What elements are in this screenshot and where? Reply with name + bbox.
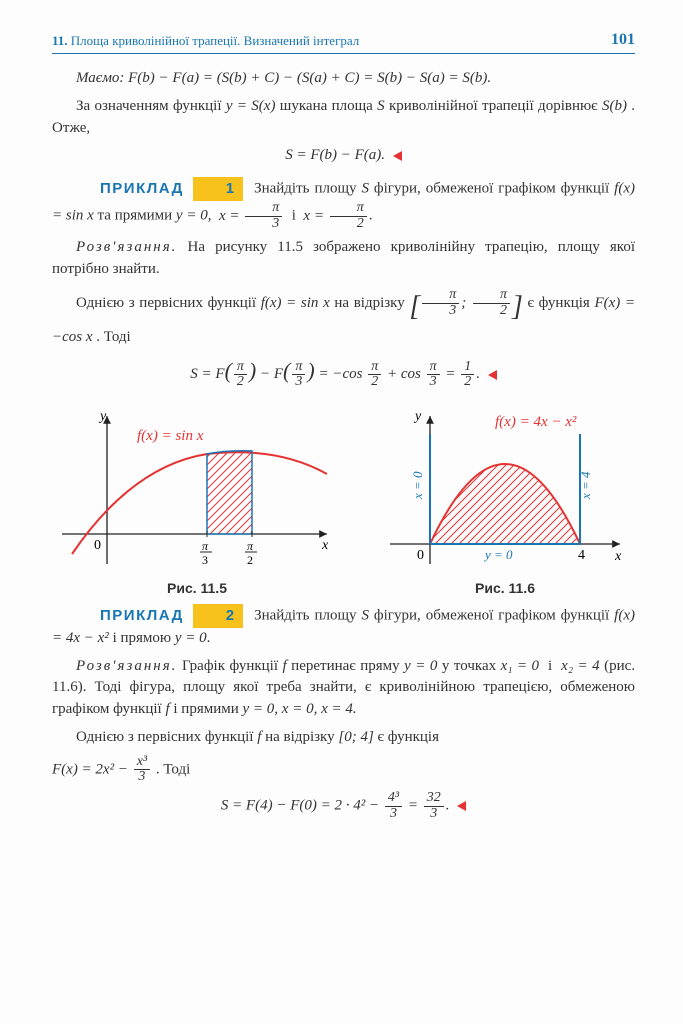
svg-text:3: 3 bbox=[202, 553, 208, 567]
ex2-s1b: перетинає пряму bbox=[291, 658, 404, 674]
figure-11-6: y x 0 4 f(x) = 4x − x² x = 0 x = 4 y = 0… bbox=[375, 404, 635, 598]
fig-116-svg: y x 0 4 f(x) = 4x − x² x = 0 x = 4 y = 0 bbox=[375, 404, 635, 574]
ex2-s1e: і прямими bbox=[173, 701, 242, 717]
x2-4: x₂ = 4 bbox=[561, 658, 599, 674]
ex1-solution-2: Однією з первісних функції f(x) = sin x … bbox=[52, 287, 635, 349]
S-var-2: S bbox=[361, 181, 369, 197]
ex2-s1c: у точках bbox=[442, 658, 501, 674]
ex1-xa: x = π3 bbox=[219, 208, 284, 224]
svg-text:2: 2 bbox=[247, 553, 253, 567]
Sb: S(b) bbox=[602, 98, 627, 114]
f-var-3: f bbox=[257, 729, 261, 745]
svg-text:4: 4 bbox=[578, 548, 585, 563]
example-2-number: 2 bbox=[193, 604, 243, 628]
figures-row: y x 0 π 3 π 2 f(x) = sin x Рис. 11.5 bbox=[52, 404, 635, 598]
p2b: шукана площа bbox=[280, 98, 377, 114]
example-1-label: ПРИКЛАД bbox=[76, 178, 184, 200]
example-2: ПРИКЛАД 2 Знайдіть площу S фігури, обмеж… bbox=[52, 604, 635, 650]
example-1-number: 1 bbox=[193, 177, 243, 201]
ex2-s2a: Однією з первісних функції bbox=[76, 729, 257, 745]
ex1-func-rep: f(x) = sin x bbox=[261, 295, 330, 311]
ex1-and: і bbox=[292, 208, 296, 224]
solving-label-2: Розв'язання. bbox=[76, 658, 177, 674]
ex2-result: S = F(4) − F(0) = 2 · 4² − 4³3 = 323. bbox=[52, 791, 635, 821]
fig-115-svg: y x 0 π 3 π 2 f(x) = sin x bbox=[52, 404, 342, 574]
fig-116-caption: Рис. 11.6 bbox=[375, 578, 635, 598]
end-marker-icon bbox=[393, 151, 402, 161]
x1-0: x₁ = 0 bbox=[501, 658, 539, 674]
y-eq-sx: y = S(x) bbox=[226, 98, 276, 114]
ex2-t2: фігури, обмеженої графіком функції bbox=[374, 608, 614, 624]
svg-text:0: 0 bbox=[94, 538, 101, 553]
ex2-s2c: є функція bbox=[378, 729, 439, 745]
lines-list: y = 0, x = 0, x = 4. bbox=[243, 701, 357, 717]
svg-text:π: π bbox=[202, 539, 209, 553]
para-2: За означенням функції y = S(x) шукана пл… bbox=[52, 96, 635, 140]
svg-text:y = 0: y = 0 bbox=[483, 547, 513, 562]
formula-1: S = F(b) − F(a). bbox=[52, 145, 635, 167]
ex1-solution-1: Розв'язання. На рисунку 11.5 зображено к… bbox=[52, 237, 635, 281]
ex1-s2a: Однією з первісних функції bbox=[76, 295, 261, 311]
formula-1-text: S = F(b) − F(a). bbox=[285, 147, 385, 163]
figure-11-5: y x 0 π 3 π 2 f(x) = sin x Рис. 11.5 bbox=[52, 404, 342, 598]
svg-text:x = 0: x = 0 bbox=[410, 471, 425, 500]
para-1-text: Маємо: F(b) − F(a) = (S(b) + C) − (S(a) … bbox=[76, 70, 491, 86]
ex2-t1: Знайдіть площу bbox=[254, 608, 361, 624]
section-name: Площа криволінійної трапеції. Визначений… bbox=[71, 33, 359, 48]
ex1-t2: фігури, обмеженої графіком функції bbox=[374, 181, 614, 197]
ex1-s2c: є функція bbox=[528, 295, 595, 311]
svg-text:0: 0 bbox=[417, 548, 424, 563]
ex2-s2b: на відрізку bbox=[265, 729, 338, 745]
ex1-y0: y = 0 bbox=[176, 208, 208, 224]
fig-115-caption: Рис. 11.5 bbox=[52, 578, 342, 598]
ex2-solution-2: Однією з первісних функції f на відрізку… bbox=[52, 727, 635, 749]
end-marker-icon-2 bbox=[488, 370, 497, 380]
p2a: За означенням функції bbox=[76, 98, 226, 114]
solving-label: Розв'язання. bbox=[76, 239, 177, 255]
svg-text:π: π bbox=[247, 539, 254, 553]
ex2-y0-rep: y = 0 bbox=[404, 658, 437, 674]
svg-text:y: y bbox=[413, 409, 422, 424]
ex1-s2d: . Тоді bbox=[96, 329, 130, 345]
svg-text:f(x) = 4x − x²: f(x) = 4x − x² bbox=[495, 414, 577, 430]
p2c: криволінійної трапеції дорівнює bbox=[389, 98, 602, 114]
ex1-t3: та прямими bbox=[98, 208, 176, 224]
ex2-then: . Тоді bbox=[156, 761, 190, 777]
ex1-s2b: на відрізку bbox=[334, 295, 409, 311]
S-var-3: S bbox=[361, 608, 369, 624]
page-header: 11. Площа криволінійної трапеції. Визнач… bbox=[52, 28, 635, 54]
S-var: S bbox=[377, 98, 385, 114]
section-number: 11. bbox=[52, 33, 68, 48]
svg-text:x = 4: x = 4 bbox=[578, 471, 593, 500]
example-1: ПРИКЛАД 1 Знайдіть площу S фігури, обмеж… bbox=[52, 177, 635, 231]
interval-04: [0; 4] bbox=[338, 729, 373, 745]
ex2-t3: і прямою bbox=[113, 630, 175, 646]
f-var: f bbox=[283, 658, 287, 674]
f-var-2: f bbox=[165, 701, 169, 717]
ex1-xb: x = π2 bbox=[303, 208, 368, 224]
section-title: 11. Площа криволінійної трапеції. Визнач… bbox=[52, 32, 359, 51]
para-1: Маємо: F(b) − F(a) = (S(b) + C) − (S(a) … bbox=[52, 68, 635, 90]
ex1-result: S = F(π2) − F(π3) = −cos π2 + cos π3 = 1… bbox=[52, 355, 635, 390]
example-2-label: ПРИКЛАД bbox=[76, 605, 184, 627]
svg-text:x: x bbox=[321, 538, 329, 553]
ex2-y0: y = 0 bbox=[175, 630, 207, 646]
end-marker-icon-3 bbox=[457, 801, 466, 811]
svg-text:y: y bbox=[98, 409, 107, 424]
page-number: 101 bbox=[611, 28, 635, 51]
ex2-Fx: F(x) = 2x² − x³3 . Тоді bbox=[52, 755, 635, 785]
ex2-solution-1: Розв'язання. Графік функції f перетинає … bbox=[52, 656, 635, 721]
svg-text:x: x bbox=[614, 549, 622, 564]
interval-pi: [π3; π2] bbox=[409, 295, 527, 311]
ex2-s1a: Графік функції bbox=[182, 658, 283, 674]
svg-text:f(x) = sin x: f(x) = sin x bbox=[137, 428, 204, 444]
ex1-t1: Знайдіть площу bbox=[254, 181, 361, 197]
